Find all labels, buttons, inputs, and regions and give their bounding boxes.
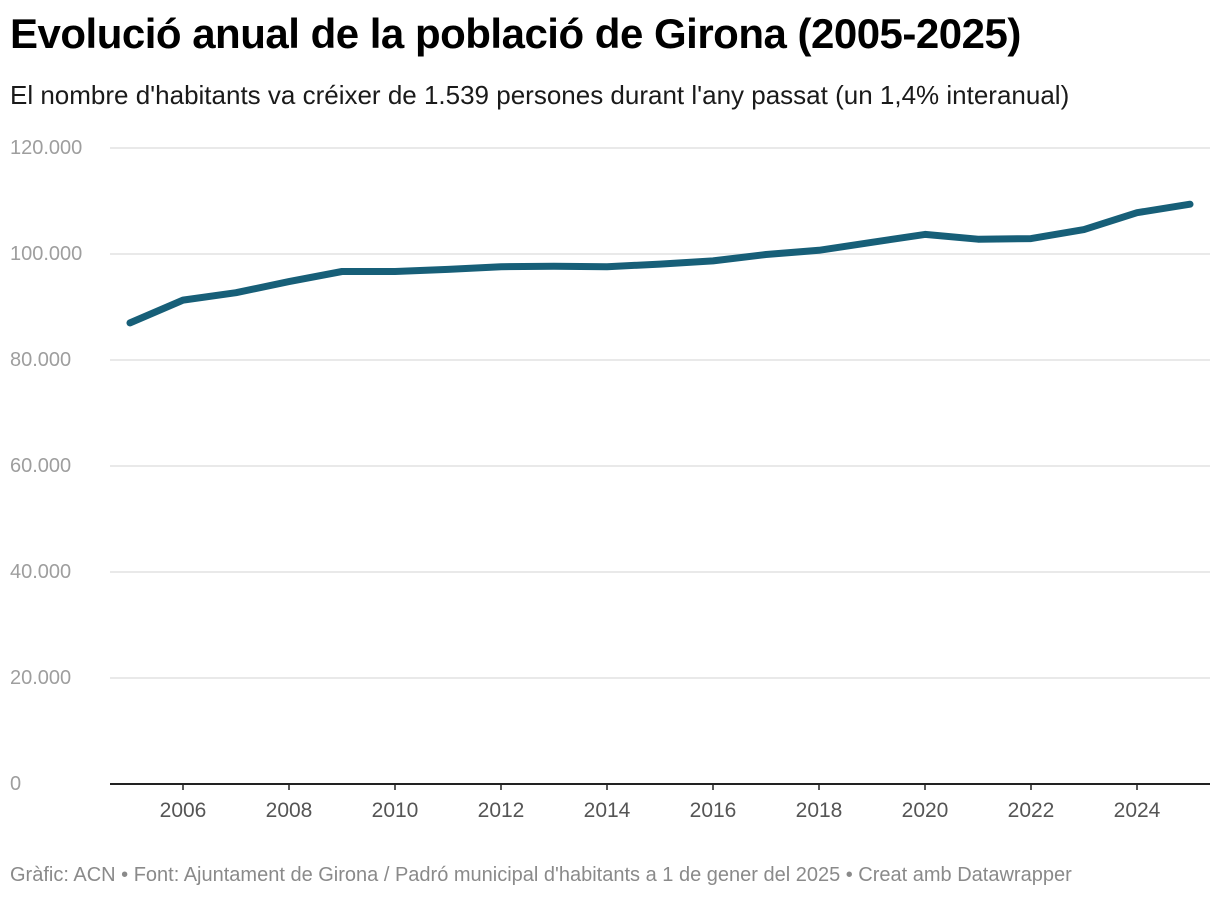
y-tick-label: 40.000 (10, 561, 71, 583)
x-tick-label: 2014 (584, 799, 631, 822)
data-point[interactable] (232, 289, 240, 297)
data-point[interactable] (1133, 209, 1141, 217)
y-tick-label: 60.000 (10, 455, 71, 477)
y-tick-label: 20.000 (10, 667, 71, 689)
data-point[interactable] (444, 265, 452, 273)
data-point[interactable] (550, 262, 558, 270)
data-point[interactable] (126, 319, 134, 327)
x-tick-label: 2008 (266, 799, 313, 822)
x-tick-label: 2010 (372, 799, 419, 822)
data-point[interactable] (1027, 235, 1035, 243)
y-tick-label: 80.000 (10, 349, 71, 371)
x-tick-label: 2020 (902, 799, 949, 822)
y-tick-label: 100.000 (10, 243, 82, 265)
x-tick-label: 2006 (160, 799, 207, 822)
data-point[interactable] (1080, 226, 1088, 234)
x-tick-label: 2016 (690, 799, 737, 822)
series-line-poblacio (126, 200, 1194, 327)
data-point[interactable] (603, 263, 611, 271)
data-point[interactable] (338, 267, 346, 275)
data-point[interactable] (974, 235, 982, 243)
data-point[interactable] (656, 260, 664, 268)
data-point[interactable] (391, 267, 399, 275)
gridlines (110, 147, 1210, 785)
y-axis-ticks: 0 20.000 40.000 60.000 80.000 100.000 120.000 (10, 137, 82, 795)
line-chart: 020.00040.00060.00080.000100.000120.000 … (10, 137, 1210, 822)
data-point[interactable] (1186, 200, 1194, 208)
data-point[interactable] (921, 230, 929, 238)
x-tick-label: 2012 (478, 799, 525, 822)
source-credit: Gràfic: ACN • Font: Ajuntament de Girona… (10, 864, 1072, 886)
series-layer (126, 200, 1194, 327)
data-point[interactable] (179, 296, 187, 304)
chart-subtitle: El nombre d'habitants va créixer de 1.53… (10, 80, 1070, 110)
data-point[interactable] (709, 257, 717, 265)
x-tick-label: 2022 (1008, 799, 1055, 822)
data-point[interactable] (815, 246, 823, 254)
data-point[interactable] (762, 251, 770, 259)
x-axis-ticks: 2006 2008 2010 2012 2014 2016 2018 2020 2022 2024 (160, 784, 1161, 822)
chart-title: Evolució anual de la població de Girona … (10, 10, 1021, 57)
y-tick-label: 120.000 (10, 137, 82, 159)
x-tick-label: 2024 (1114, 799, 1161, 822)
x-tick-label: 2018 (796, 799, 843, 822)
data-point[interactable] (497, 263, 505, 271)
data-point[interactable] (285, 278, 293, 286)
y-tick-label: 0 (10, 773, 21, 795)
data-point[interactable] (868, 238, 876, 246)
